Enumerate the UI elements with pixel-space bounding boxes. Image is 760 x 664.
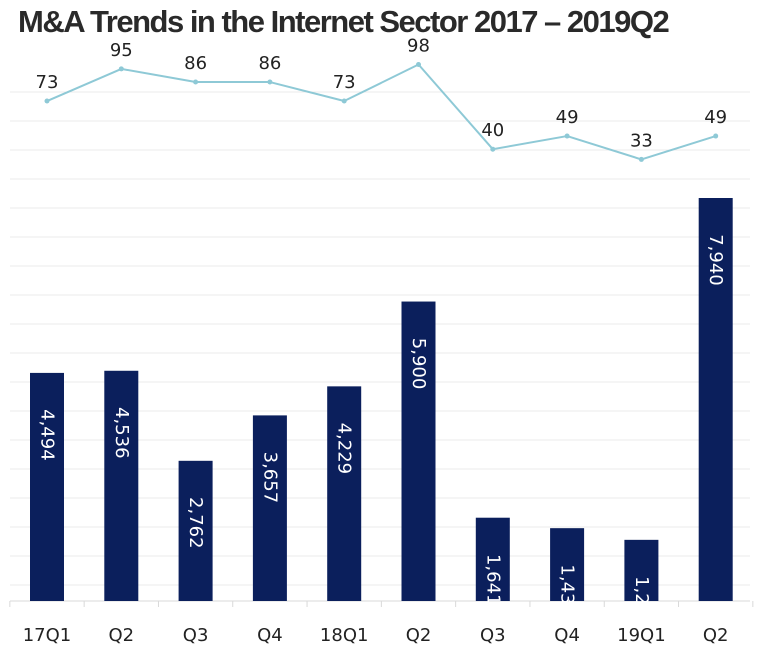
bar — [327, 386, 362, 601]
bar-value-label: 5,900 — [408, 338, 429, 390]
x-tick-label: Q4 — [257, 625, 283, 646]
bar — [624, 539, 659, 601]
bar — [475, 517, 510, 601]
bar — [698, 198, 733, 601]
chart-title: M&A Trends in the Internet Sector 2017 –… — [18, 4, 670, 39]
line-value-label: 40 — [481, 120, 504, 141]
bar-value-label: 4,229 — [334, 423, 355, 475]
line-value-label: 73 — [333, 72, 356, 93]
line-point — [490, 146, 496, 152]
x-tick-label: Q2 — [703, 625, 729, 646]
x-tick-label: Q3 — [480, 625, 506, 646]
bar — [401, 301, 436, 601]
line-value-label: 95 — [110, 40, 133, 61]
line-point — [341, 98, 347, 104]
bar — [550, 528, 585, 601]
x-tick-label: 17Q1 — [23, 625, 72, 646]
bar-value-label: 3,657 — [259, 452, 280, 504]
x-tick-label: 19Q1 — [617, 625, 666, 646]
line-series: 73 95 86 86 73 98 40 49 33 49 — [36, 36, 727, 162]
line-point — [564, 133, 570, 139]
bar — [178, 460, 213, 601]
bar-value-label: 1,205 — [631, 576, 652, 628]
bar — [104, 370, 139, 601]
x-tick-label: Q4 — [554, 625, 580, 646]
bar-value-label: 1,641 — [482, 554, 503, 606]
line-point — [267, 79, 273, 85]
x-tick-label: 18Q1 — [320, 625, 369, 646]
bar — [30, 372, 64, 601]
line-value-label: 49 — [704, 107, 727, 128]
line-value-label: 73 — [36, 72, 59, 93]
bar-value-label: 2,762 — [185, 497, 206, 549]
bar-value-label: 1,435 — [557, 564, 578, 616]
line-point — [713, 133, 719, 139]
bar — [252, 415, 287, 601]
x-axis-ticks: 17Q1 Q2 Q3 Q4 18Q1 Q2 Q3 Q4 19Q1 Q2 — [23, 625, 729, 646]
line-value-label: 86 — [184, 53, 207, 74]
line-point — [118, 66, 124, 72]
bar-value-label: 4,536 — [111, 407, 132, 459]
line-point — [44, 98, 50, 104]
line-path — [46, 63, 716, 161]
line-point — [193, 79, 199, 85]
bar-value-label: 4,494 — [37, 409, 58, 461]
x-tick-label: Q2 — [406, 625, 432, 646]
line-point — [638, 156, 644, 162]
line-point — [416, 62, 421, 68]
bar-series: 4,494 4,536 2,762 3,657 4,229 5,900 1,641 1,435… — [30, 198, 733, 628]
x-tick-label: Q3 — [183, 625, 209, 646]
x-tick-label: Q2 — [108, 625, 134, 646]
line-value-label: 98 — [407, 36, 430, 57]
line-value-label: 86 — [258, 53, 281, 74]
line-value-label: 33 — [630, 130, 653, 151]
line-value-label: 49 — [556, 107, 579, 128]
bar-value-label: 7,940 — [705, 234, 726, 286]
